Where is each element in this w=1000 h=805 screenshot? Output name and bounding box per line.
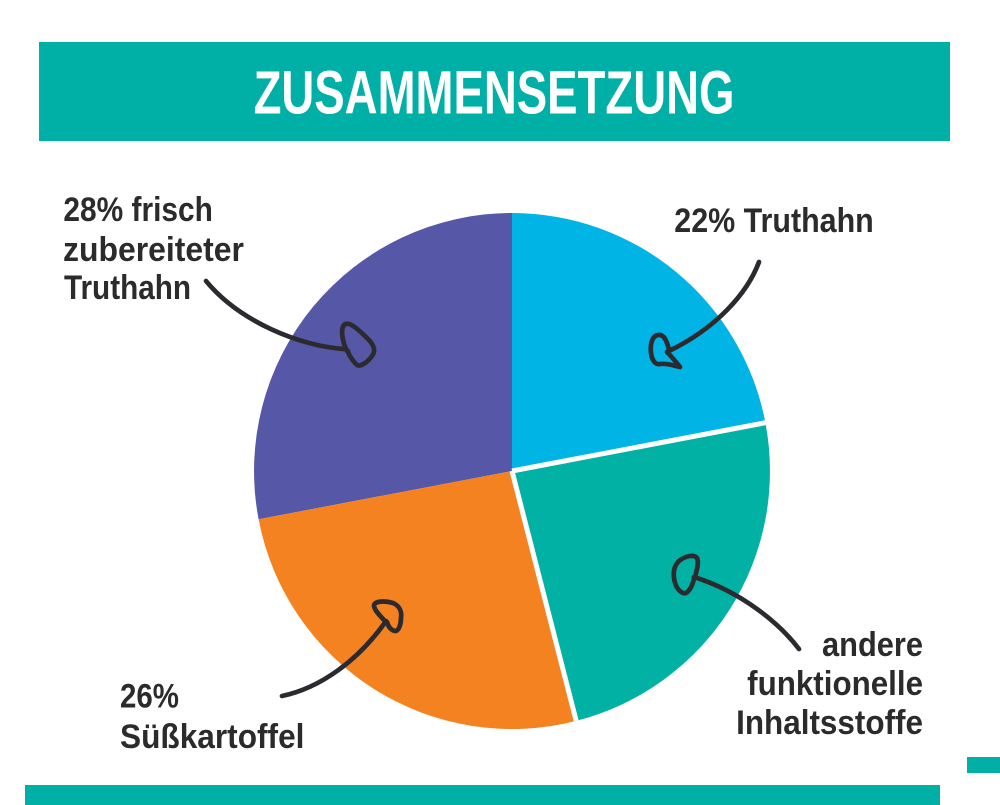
svg-text:Truthahn: Truthahn (64, 268, 191, 306)
svg-text:Süßkartoffel: Süßkartoffel (120, 717, 304, 755)
svg-text:andere: andere (822, 626, 923, 664)
svg-text:22% Truthahn: 22% Truthahn (674, 201, 873, 239)
svg-text:28% frisch: 28% frisch (63, 190, 212, 228)
svg-text:Inhaltsstoffe: Inhaltsstoffe (736, 703, 923, 741)
svg-text:funktionelle: funktionelle (747, 664, 923, 702)
svg-text:26%: 26% (120, 676, 179, 714)
svg-text:zubereiteter: zubereiteter (63, 230, 244, 268)
svg-text:ZUSAMMENSETZUNG: ZUSAMMENSETZUNG (254, 59, 735, 127)
